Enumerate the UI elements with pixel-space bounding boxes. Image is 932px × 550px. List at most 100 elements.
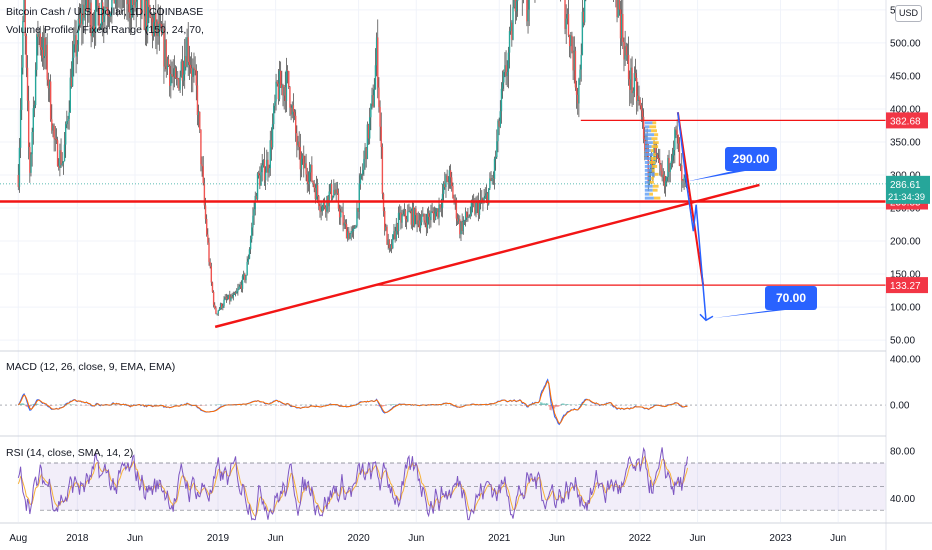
- candle-body: [195, 70, 197, 86]
- candle-body: [498, 120, 500, 127]
- candle-body: [496, 141, 498, 158]
- candle-body: [44, 38, 46, 57]
- candle-body: [89, 2, 91, 11]
- macd-histogram-bar: [378, 405, 380, 407]
- time-axis-label: Jun: [830, 533, 846, 544]
- candle-body: [149, 7, 151, 17]
- drawings[interactable]: [0, 112, 886, 329]
- current-price-tag: [886, 175, 930, 204]
- candle-body: [244, 274, 246, 281]
- candle-body: [347, 231, 349, 239]
- candle-body: [473, 202, 475, 204]
- candle-body: [25, 36, 28, 68]
- candle-body: [166, 59, 169, 70]
- candle-body: [446, 175, 448, 182]
- candle-body: [341, 211, 343, 213]
- macd-histogram-bar: [497, 404, 499, 406]
- candle-body: [200, 129, 202, 165]
- candle-body: [204, 205, 207, 219]
- candle-body: [234, 293, 237, 294]
- volume-profile-bar: [644, 176, 652, 180]
- candle-body: [656, 154, 659, 158]
- candle-body: [148, 0, 150, 8]
- time-axis-label: 2020: [347, 533, 370, 544]
- candle-body: [277, 83, 280, 100]
- candle-body: [315, 185, 318, 200]
- candle-body: [201, 164, 203, 167]
- candle-body: [484, 195, 486, 199]
- candle-body: [352, 228, 355, 232]
- candle-body: [23, 0, 25, 21]
- candle-body: [343, 222, 345, 226]
- candle-body: [669, 163, 671, 172]
- candle-body: [360, 174, 363, 176]
- candle-body: [483, 198, 485, 202]
- candle-body: [461, 221, 463, 231]
- candle-body: [462, 221, 465, 231]
- macd-histogram-bar: [163, 405, 165, 406]
- candle-body: [575, 87, 578, 95]
- candle-body: [377, 37, 379, 88]
- candle-body: [426, 213, 429, 229]
- candle-body: [196, 85, 199, 116]
- macd-signal-line: [17, 380, 688, 424]
- candle-body: [153, 12, 156, 23]
- macd-histogram-bar: [543, 403, 545, 406]
- candle-body: [306, 174, 308, 183]
- candle-body: [566, 14, 569, 19]
- candle-body: [266, 159, 268, 173]
- candle-body: [51, 119, 53, 131]
- candle-body: [410, 210, 412, 225]
- candle-body: [128, 0, 130, 13]
- candle-body: [408, 211, 410, 213]
- candle-body: [639, 99, 641, 106]
- candle-body: [393, 231, 395, 235]
- candle-body: [682, 180, 684, 182]
- volume-profile-bar: [651, 137, 658, 141]
- candle-body: [384, 211, 386, 231]
- candle-body: [372, 95, 374, 107]
- candle-body: [284, 87, 286, 101]
- candle-body: [145, 0, 148, 32]
- candle-body: [179, 76, 181, 90]
- candle-body: [292, 105, 295, 112]
- candle-body: [19, 109, 22, 148]
- price-axis-label: 50.00: [890, 336, 915, 347]
- candle-body: [84, 5, 87, 18]
- candle-body: [126, 0, 128, 5]
- candle-body: [431, 211, 433, 212]
- candle-body: [366, 124, 369, 160]
- candle-body: [286, 70, 289, 72]
- candle-body: [24, 0, 26, 37]
- candle-body: [43, 38, 45, 59]
- candle-body: [416, 215, 418, 225]
- candle-body: [160, 24, 163, 34]
- candle-body: [290, 107, 292, 115]
- macd-histogram-bar: [578, 404, 580, 406]
- candle-body: [214, 304, 216, 308]
- candle-body: [241, 276, 244, 289]
- volume-profile-bar: [651, 145, 659, 149]
- candle-body: [640, 105, 643, 111]
- candle-body: [411, 206, 414, 225]
- candle-body: [404, 210, 407, 220]
- candle-body: [675, 129, 677, 131]
- macd-axis-label: 400.00: [890, 354, 921, 365]
- candle-body: [197, 111, 200, 116]
- candle-body: [503, 72, 505, 83]
- candle-body: [150, 16, 152, 19]
- time-axis-label: Aug: [9, 533, 27, 544]
- macd-histogram-bar: [573, 404, 575, 406]
- macd-histogram-bar: [384, 405, 386, 406]
- candle-body: [130, 0, 133, 19]
- candle-body: [90, 2, 92, 37]
- candle-body: [282, 84, 284, 96]
- candle-body: [419, 222, 422, 228]
- candle-body: [681, 165, 683, 181]
- volume-profile-bar: [651, 164, 658, 168]
- currency-badge[interactable]: USD: [895, 5, 922, 22]
- candle-body: [622, 14, 624, 42]
- candle-body: [378, 87, 380, 107]
- candle-body: [477, 201, 480, 215]
